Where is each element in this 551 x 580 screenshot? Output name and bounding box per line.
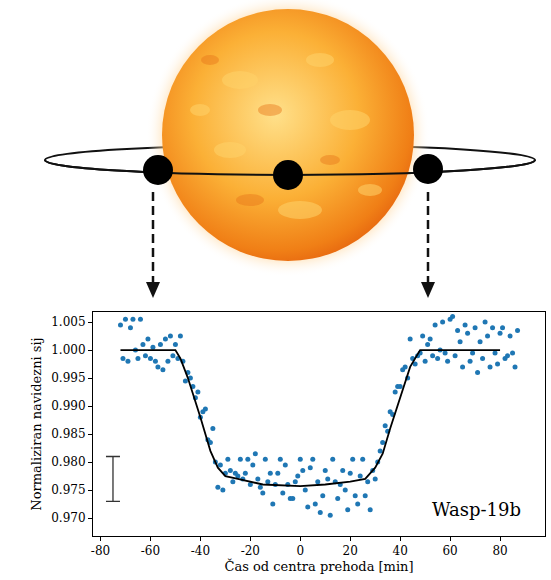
svg-text:60: 60 [442,544,457,558]
svg-text:1.005: 1.005 [51,315,85,329]
svg-text:40: 40 [393,544,408,558]
svg-text:0.970: 0.970 [51,511,85,525]
svg-text:80: 80 [492,544,507,558]
svg-text:0.995: 0.995 [51,371,85,385]
svg-text:0.975: 0.975 [51,483,85,497]
svg-text:-40: -40 [191,544,210,558]
svg-text:Wasp-19b: Wasp-19b [432,499,521,520]
svg-text:Normaliziran navidezni sij: Normaliziran navidezni sij [29,337,44,510]
svg-text:Čas od centra prehoda [min]: Čas od centra prehoda [min] [224,558,413,574]
svg-text:1.000: 1.000 [51,343,85,357]
svg-text:-20: -20 [241,544,260,558]
svg-text:0.985: 0.985 [51,427,85,441]
svg-text:-80: -80 [91,544,110,558]
svg-text:0.990: 0.990 [51,399,85,413]
svg-text:0.980: 0.980 [51,455,85,469]
svg-text:-60: -60 [141,544,160,558]
svg-text:20: 20 [343,544,358,558]
svg-text:0: 0 [296,544,304,558]
